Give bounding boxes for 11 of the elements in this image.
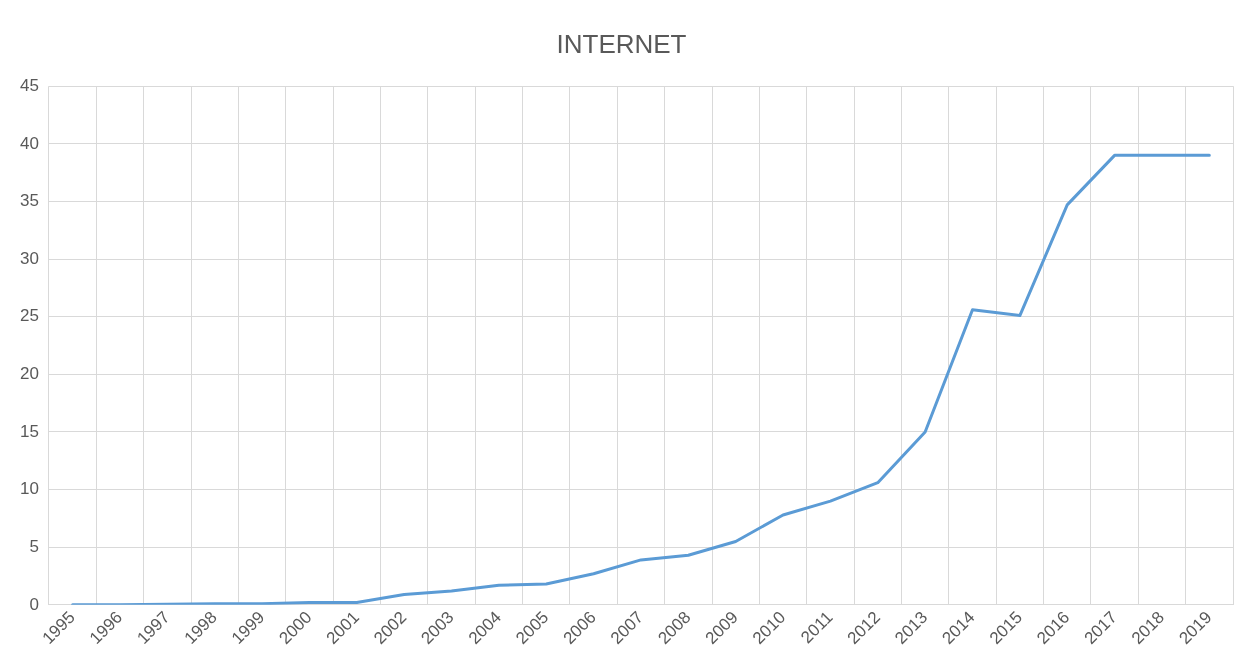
y-tick-label: 10 — [19, 479, 39, 499]
y-tick-label: 20 — [19, 364, 39, 384]
y-tick-label: 0 — [29, 594, 39, 614]
chart-title: INTERNET — [556, 28, 687, 59]
y-tick-label: 35 — [19, 191, 39, 211]
y-tick-label: 45 — [19, 75, 39, 95]
y-tick-label: 40 — [19, 133, 39, 153]
y-tick-label: 15 — [19, 421, 39, 441]
y-tick-label: 5 — [29, 536, 39, 556]
y-tick-label: 30 — [19, 248, 39, 268]
y-tick-label: 25 — [19, 306, 39, 326]
